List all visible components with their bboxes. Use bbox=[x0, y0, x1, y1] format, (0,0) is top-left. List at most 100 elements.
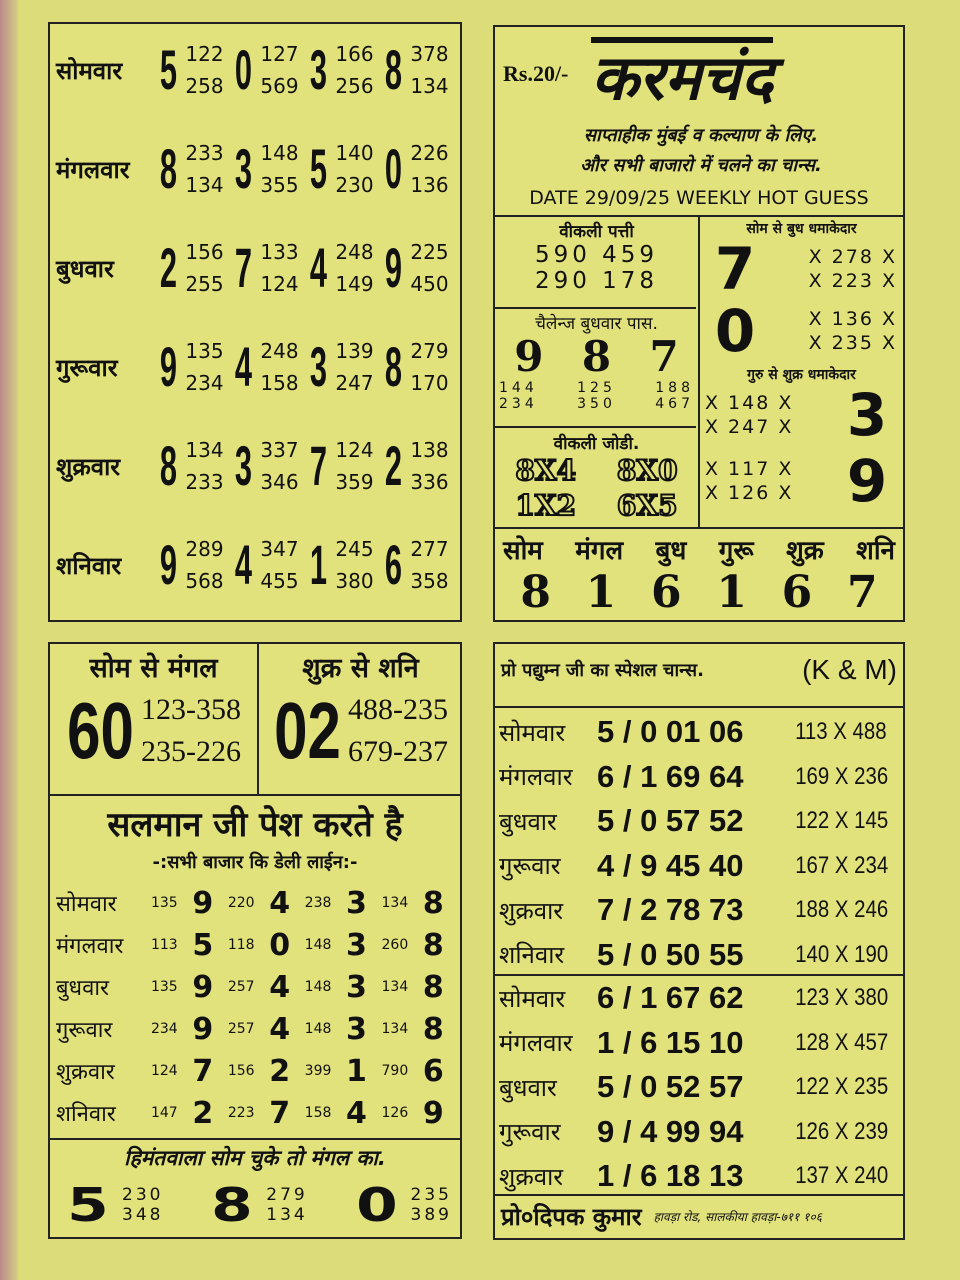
panna: 355 bbox=[260, 173, 299, 197]
panna: 257 bbox=[227, 1021, 255, 1037]
weekly-patti-label: वीकली पत्ती bbox=[559, 222, 634, 242]
panna: 134 bbox=[185, 438, 224, 462]
week-digit: 6 bbox=[781, 567, 813, 618]
guru-shukr-label: गुरु से शुक्र धमाकेदार bbox=[747, 367, 856, 383]
guess-panna: X 278 X bbox=[808, 246, 897, 268]
open-digit: 1 bbox=[309, 533, 327, 596]
himmat-group: 0 235 389 bbox=[347, 1178, 452, 1232]
special-code: 9 / 4 99 94 bbox=[597, 1113, 744, 1149]
day-label: सोमवार bbox=[56, 892, 117, 917]
panna: 238 bbox=[304, 895, 332, 911]
special-pair: 137 X 240 bbox=[795, 1162, 889, 1189]
panna-pair: 248 149 bbox=[330, 236, 379, 300]
challenge-row: 144 125 188 bbox=[495, 380, 698, 396]
digit: 3 bbox=[346, 969, 367, 1005]
weekly-patti-rows: 590 459 290 178 bbox=[495, 242, 698, 294]
day-label: शुक्रवार bbox=[499, 896, 564, 925]
jodi-pair: 8X4 bbox=[514, 453, 577, 488]
panna: 346 bbox=[260, 470, 299, 494]
panna: 113 bbox=[150, 937, 178, 953]
divider bbox=[495, 706, 903, 708]
patti-row: 590 459 bbox=[534, 242, 659, 268]
patti-row: 290 178 bbox=[534, 268, 659, 294]
day-label: मंगलवार bbox=[499, 1029, 573, 1057]
digit: 8 bbox=[422, 885, 444, 921]
digit: 4 bbox=[269, 885, 291, 921]
special-code: 6 / 1 69 64 bbox=[597, 758, 744, 794]
panna-pair: 488-235 bbox=[347, 693, 448, 726]
digit: 3 bbox=[346, 927, 367, 963]
digit: 1 bbox=[346, 1053, 367, 1089]
challenge-label: चैलेन्ज बुधवार पास. bbox=[535, 314, 658, 334]
day-label: मंगलवार bbox=[56, 934, 124, 959]
panna: 148 bbox=[304, 937, 332, 953]
daily-line-row: शनिवार 147 2 223 7 158 4 126 9 bbox=[56, 1092, 452, 1134]
panna: 135 bbox=[150, 979, 178, 995]
week-day: शुक्र bbox=[786, 536, 824, 566]
panna: 134 bbox=[185, 173, 224, 197]
special-code: 7 / 2 78 73 bbox=[597, 892, 744, 927]
page-edge bbox=[0, 0, 18, 1280]
panna-pair: 133 124 bbox=[255, 236, 304, 300]
panna: 144 bbox=[499, 380, 538, 396]
special-row: मंगलवार 6 / 1 69 64 169 X 236 bbox=[499, 755, 897, 799]
panna: 124 bbox=[150, 1063, 178, 1079]
day-label: गुरूवार bbox=[499, 852, 561, 880]
special-row: गुरूवार 9 / 4 99 94 126 X 239 bbox=[499, 1110, 897, 1154]
daily-line-row: बुधवार 135 9 257 4 148 3 134 8 bbox=[56, 966, 452, 1008]
special-row: मंगलवार 1 / 6 15 10 128 X 457 bbox=[499, 1021, 897, 1065]
open-digit: 2 bbox=[384, 434, 402, 497]
chart-row: सोमवार 5 122 258 0 127 569 3 166 256 8 378 134 bbox=[56, 40, 454, 100]
week-digit: 6 bbox=[651, 567, 682, 618]
special-code: 4 / 9 45 40 bbox=[597, 847, 744, 883]
special-pair: 113 X 488 bbox=[795, 718, 887, 745]
special-code: 5 / 0 57 52 bbox=[597, 803, 744, 838]
panna: 337 bbox=[260, 438, 299, 462]
himmat-pannas: 235 389 bbox=[411, 1185, 452, 1225]
day-label: शनिवार bbox=[56, 551, 122, 580]
special-code: 1 / 6 15 10 bbox=[597, 1024, 744, 1060]
panna: 134 bbox=[410, 74, 449, 98]
open-digit: 0 bbox=[234, 38, 252, 101]
salman-title: सलमान जी पेश करते है bbox=[107, 805, 403, 845]
divider bbox=[50, 794, 460, 796]
panna: 569 bbox=[260, 74, 299, 98]
open-digit: 7 bbox=[309, 434, 327, 497]
panna: 257 bbox=[227, 979, 255, 995]
special-row: शनिवार 5 / 0 50 55 140 X 190 bbox=[499, 933, 897, 977]
panna: 455 bbox=[260, 569, 299, 593]
panna: 235 bbox=[410, 1185, 452, 1205]
week-digit: 1 bbox=[585, 567, 617, 618]
digit: 9 bbox=[192, 1011, 214, 1047]
panna: 234 bbox=[185, 371, 224, 395]
day-label: शुक्रवार bbox=[56, 452, 121, 481]
special-tag: (K & M) bbox=[802, 654, 897, 685]
special-pair: 128 X 457 bbox=[795, 1028, 889, 1056]
day-label: बुधवार bbox=[499, 807, 557, 836]
challenge-row: 234 350 467 bbox=[495, 396, 698, 412]
panna: 248 bbox=[335, 240, 374, 264]
panna: 118 bbox=[227, 937, 255, 953]
publisher-address: हावड़ा रोड, सालकीया हावड़ा-७११ १०६ bbox=[653, 1210, 822, 1224]
special-pair: 123 X 380 bbox=[795, 984, 889, 1011]
panna: 256 bbox=[335, 74, 374, 98]
som-budh-label: सोम से बुध धमाकेदार bbox=[746, 221, 857, 237]
panna-pair: 138 336 bbox=[405, 434, 454, 498]
daily-line-panel: सोम से मंगल 60 123-358 235-226 शुक्र से शनि… bbox=[48, 642, 462, 1239]
divider bbox=[698, 215, 700, 527]
open-digit: 0 bbox=[384, 137, 402, 200]
special-pair: 140 X 190 bbox=[795, 940, 889, 968]
digit: 3 bbox=[346, 885, 367, 921]
weekly-chart-panel: सोमवार 5 122 258 0 127 569 3 166 256 8 378 134 मंगलवा… bbox=[48, 22, 462, 622]
special-row: सोमवार 6 / 1 67 62 123 X 380 bbox=[499, 976, 897, 1020]
digit: 8 bbox=[422, 969, 444, 1005]
panna-pair: 289 568 bbox=[180, 533, 229, 597]
open-digit: 3 bbox=[234, 137, 252, 200]
weekly-jodi: वीकली जोडी. 8X4 8X0 1X2 6X5 bbox=[495, 431, 698, 523]
day-label: मंगलवार bbox=[56, 155, 130, 184]
day-label: सोमवार bbox=[56, 56, 123, 85]
panna: 134 bbox=[381, 979, 409, 995]
